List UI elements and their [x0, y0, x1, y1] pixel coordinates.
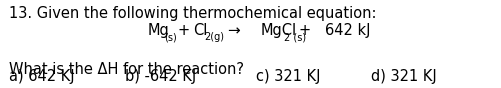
Text: Cl: Cl: [193, 23, 207, 38]
Text: MgCl: MgCl: [261, 23, 297, 38]
Text: c) 321 KJ: c) 321 KJ: [256, 69, 320, 84]
Text: b) -642 KJ: b) -642 KJ: [125, 69, 196, 84]
Text: +   642 kJ: + 642 kJ: [299, 23, 371, 38]
Text: Mg: Mg: [148, 23, 169, 38]
Text: →: →: [227, 23, 239, 38]
Text: 13. Given the following thermochemical equation:: 13. Given the following thermochemical e…: [9, 6, 377, 21]
Text: (s): (s): [164, 32, 177, 43]
Text: +: +: [177, 23, 189, 38]
Text: 2(g): 2(g): [204, 32, 224, 43]
Text: What is the ΔH for the reaction?: What is the ΔH for the reaction?: [9, 62, 244, 77]
Text: d) 321 KJ: d) 321 KJ: [371, 69, 436, 84]
Text: a) 642 KJ: a) 642 KJ: [9, 69, 75, 84]
Text: 2 (s): 2 (s): [284, 32, 306, 43]
